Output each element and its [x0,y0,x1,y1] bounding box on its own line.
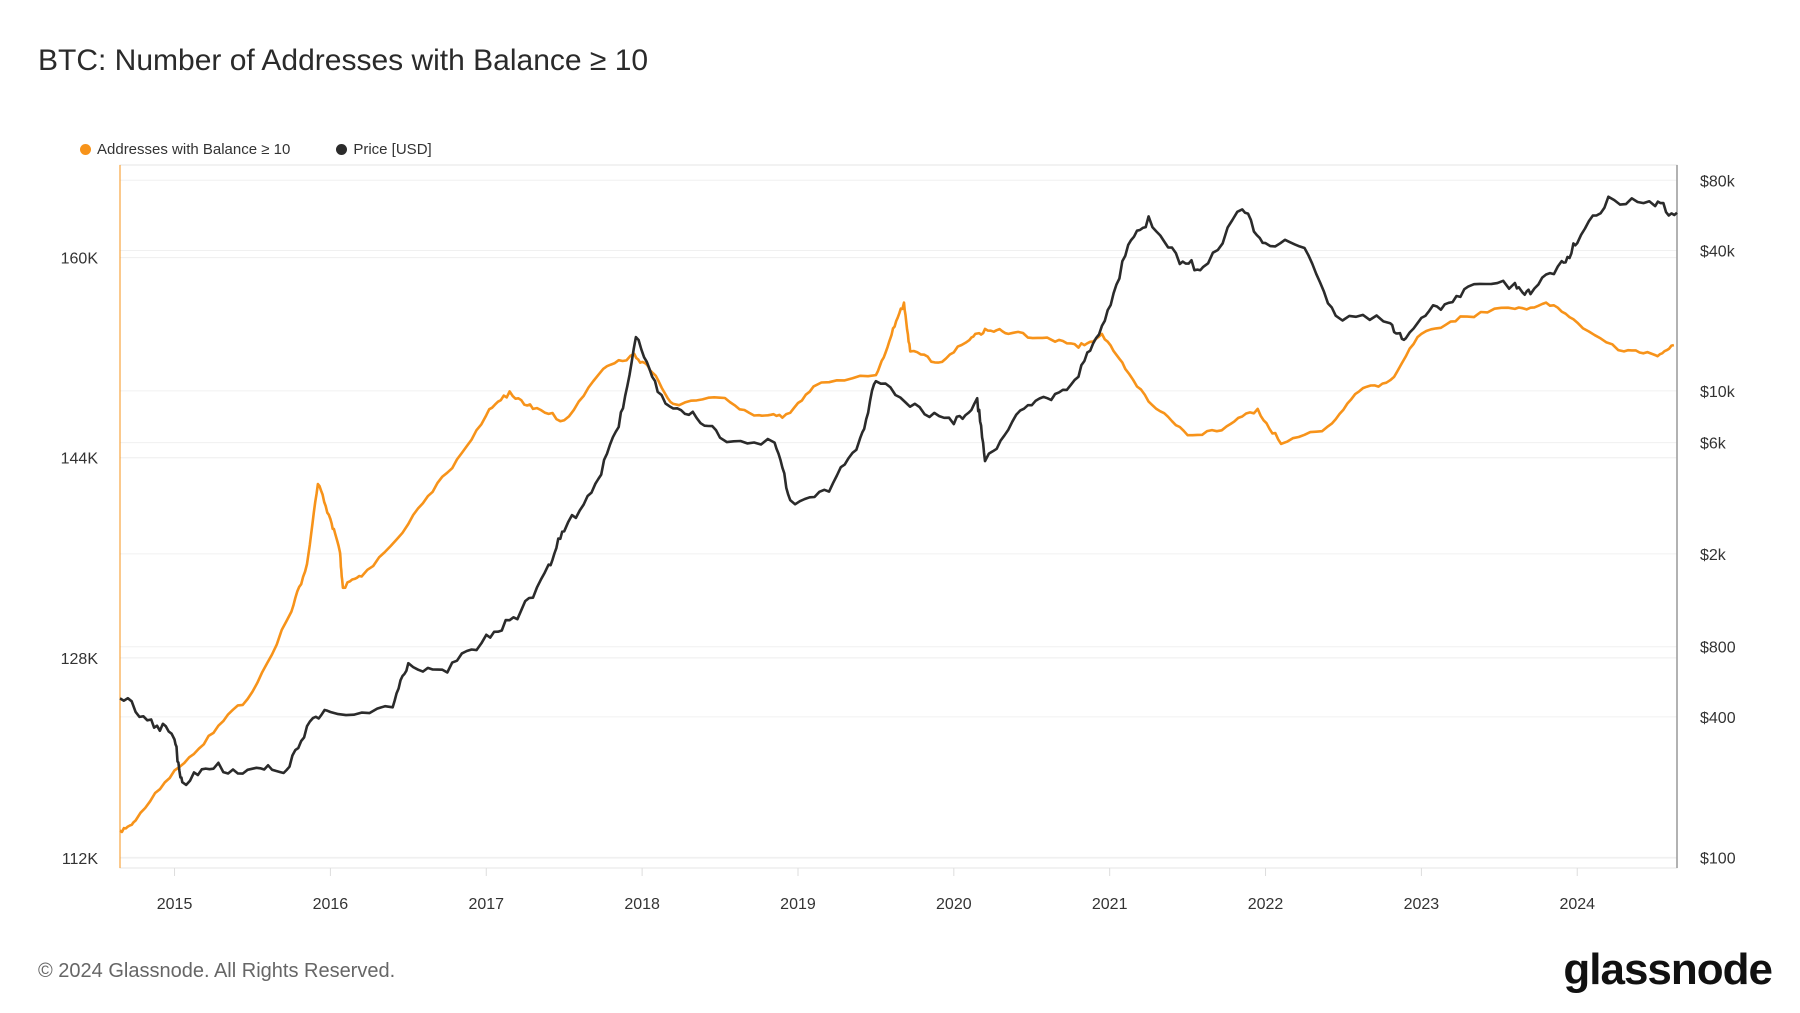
y-left-tick-label: 112K [62,851,99,868]
legend: Addresses with Balance ≥ 10 Price [USD] [80,141,432,158]
x-tick-label: 2020 [936,896,972,913]
y-right-tick-label: $10k [1700,384,1736,401]
x-tick-label: 2021 [1092,896,1128,913]
x-tick-label: 2024 [1559,896,1595,913]
legend-dot-black-icon [336,144,348,155]
y-right-tick-label: $100 [1700,850,1736,867]
y-left-tick-label: 128K [61,651,99,668]
price-line [119,195,1678,787]
x-tick-label: 2022 [1248,896,1284,913]
chart-title: BTC: Number of Addresses with Balance ≥ … [38,44,649,77]
legend-item-addresses[interactable]: Addresses with Balance ≥ 10 [80,141,290,158]
y-right-tick-label: $80k [1700,173,1736,190]
y-right-tick-label: $6k [1700,436,1727,453]
x-tick-label: 2015 [157,896,193,913]
legend-dot-orange-icon [80,144,91,155]
copyright: © 2024 Glassnode. All Rights Reserved. [38,960,396,982]
addresses-line [119,301,1675,834]
glassnode-logo: glassnode [1563,945,1773,994]
x-tick-label: 2017 [468,896,504,913]
x-tick-label: 2018 [624,896,660,913]
legend-label: Price [USD] [353,141,432,158]
y-right-tick-label: $400 [1700,710,1736,727]
legend-label: Addresses with Balance ≥ 10 [97,141,291,158]
y-left-tick-label: 144K [61,451,99,468]
x-tick-label: 2016 [313,896,349,913]
legend-item-price[interactable]: Price [USD] [336,141,432,158]
plot-area [119,164,1678,869]
x-tick-label: 2019 [780,896,816,913]
y-right-tick-label: $800 [1700,640,1736,657]
y-right-tick-label: $2k [1700,547,1727,564]
y-left-tick-label: 160K [61,251,99,268]
y-right-tick-label: $40k [1700,243,1736,260]
x-tick-label: 2023 [1404,896,1440,913]
